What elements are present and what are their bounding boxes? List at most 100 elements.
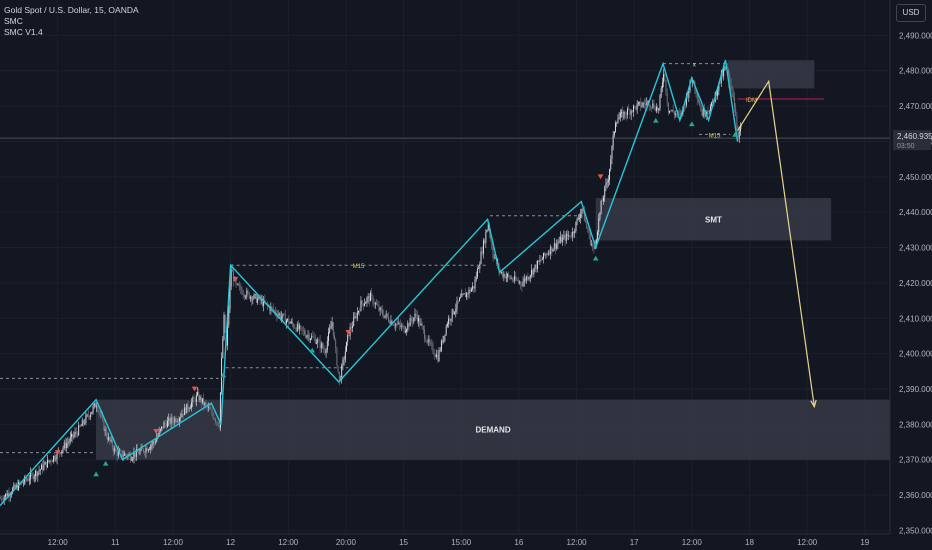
candle-body — [354, 316, 356, 318]
candle-body — [514, 276, 516, 281]
candle-body — [669, 110, 671, 113]
candle-body — [430, 342, 432, 344]
candle-body — [360, 300, 362, 312]
candle-body — [571, 232, 573, 237]
candle-body — [658, 108, 660, 111]
candle-body — [314, 337, 316, 344]
candle-body — [659, 95, 661, 109]
candle-body — [138, 452, 140, 454]
candle-body — [636, 103, 638, 110]
candle-body — [648, 101, 650, 107]
candle-body — [129, 454, 131, 461]
candle-body — [587, 227, 589, 233]
candle-body — [298, 324, 299, 330]
x-tick-label: 11 — [111, 538, 120, 547]
candle-body — [125, 453, 126, 456]
candle-body — [346, 341, 347, 352]
candle-body — [284, 314, 286, 324]
bearish-marker — [54, 450, 61, 456]
candle-body — [547, 252, 549, 255]
candle-body — [635, 106, 637, 110]
candle-body — [209, 407, 211, 410]
currency-button[interactable]: USD — [896, 4, 926, 22]
candle-body — [629, 109, 631, 115]
candle-body — [623, 111, 625, 119]
candle-body — [555, 243, 556, 249]
x-tick-label: 12:00 — [278, 538, 299, 547]
candle-body — [480, 251, 482, 264]
candle-body — [254, 294, 256, 295]
candle-body — [288, 318, 290, 324]
candle-body — [139, 450, 141, 454]
candle-body — [322, 343, 323, 348]
symbol-title[interactable]: Gold Spot / U.S. Dollar, 15, OANDA — [4, 5, 139, 15]
price-tag-value: 2,460.935 — [897, 132, 932, 141]
candle-body — [642, 103, 644, 106]
candle-body — [8, 492, 10, 497]
candle-body — [149, 448, 150, 450]
candle-body — [436, 354, 438, 357]
candle-body — [240, 286, 242, 291]
candle-body — [122, 455, 124, 457]
x-tick-label: 12 — [226, 538, 235, 547]
x-tick-label: 12:00 — [48, 538, 69, 547]
candle-body — [296, 324, 298, 332]
bullish-marker — [689, 121, 695, 127]
candle-body — [445, 326, 447, 335]
candle-body — [44, 462, 46, 465]
candle-body — [28, 479, 30, 481]
candle-body — [559, 236, 561, 242]
candle-body — [660, 88, 662, 96]
bullish-marker — [652, 117, 659, 123]
indicator-smc-v14[interactable]: SMC V1.4 — [4, 27, 43, 37]
y-tick-label: 2,360.000 — [899, 491, 932, 500]
candle-body — [511, 278, 513, 281]
candle-body — [15, 484, 17, 488]
candle-body — [71, 433, 72, 437]
candle-body — [183, 407, 185, 416]
candle-body — [533, 268, 535, 275]
candle-body — [247, 290, 249, 293]
candle-body — [325, 349, 327, 354]
candle-body — [72, 433, 74, 438]
candle-body — [77, 433, 78, 436]
candle-body — [525, 278, 526, 281]
candle-body — [484, 240, 486, 243]
candle-body — [473, 286, 475, 289]
candle-body — [189, 407, 191, 409]
candle-body — [456, 300, 458, 309]
candle-body — [110, 439, 112, 441]
candle-body — [711, 101, 713, 107]
x-tick-label: 15:00 — [451, 538, 472, 547]
bullish-marker — [93, 471, 99, 477]
bearish-marker — [191, 386, 198, 392]
candle-body — [186, 403, 188, 414]
candle-body — [695, 89, 697, 95]
candle-body — [55, 459, 57, 460]
candle-body — [508, 274, 510, 277]
candle-body — [60, 452, 62, 454]
candle-body — [38, 470, 40, 472]
candle-body — [117, 451, 119, 456]
candle-body — [427, 338, 429, 343]
candle-body — [294, 327, 296, 329]
candle-body — [34, 470, 36, 477]
candle-body — [655, 106, 657, 111]
candle-body — [534, 264, 536, 269]
candle-body — [551, 246, 553, 252]
candle-body — [468, 289, 470, 295]
level-label: M15 — [353, 264, 365, 270]
time-axis[interactable]: 12:00 11 12:00 12 12:00 20:00 15 15:00 16 12:00 17… — [0, 533, 890, 547]
candle-body — [653, 103, 655, 109]
candle-body — [188, 408, 190, 410]
indicator-smc[interactable]: SMC — [4, 16, 23, 26]
candle-body — [350, 327, 352, 329]
candle-body — [385, 313, 387, 316]
price-axis[interactable]: 2,350.000 2,360.000 2,370.000 2,380.000 2,39… — [889, 0, 932, 550]
candle-body — [269, 306, 271, 311]
candle-body — [401, 325, 403, 328]
candle-body — [481, 251, 483, 254]
candle-body — [707, 111, 709, 113]
candle-body — [221, 357, 223, 393]
